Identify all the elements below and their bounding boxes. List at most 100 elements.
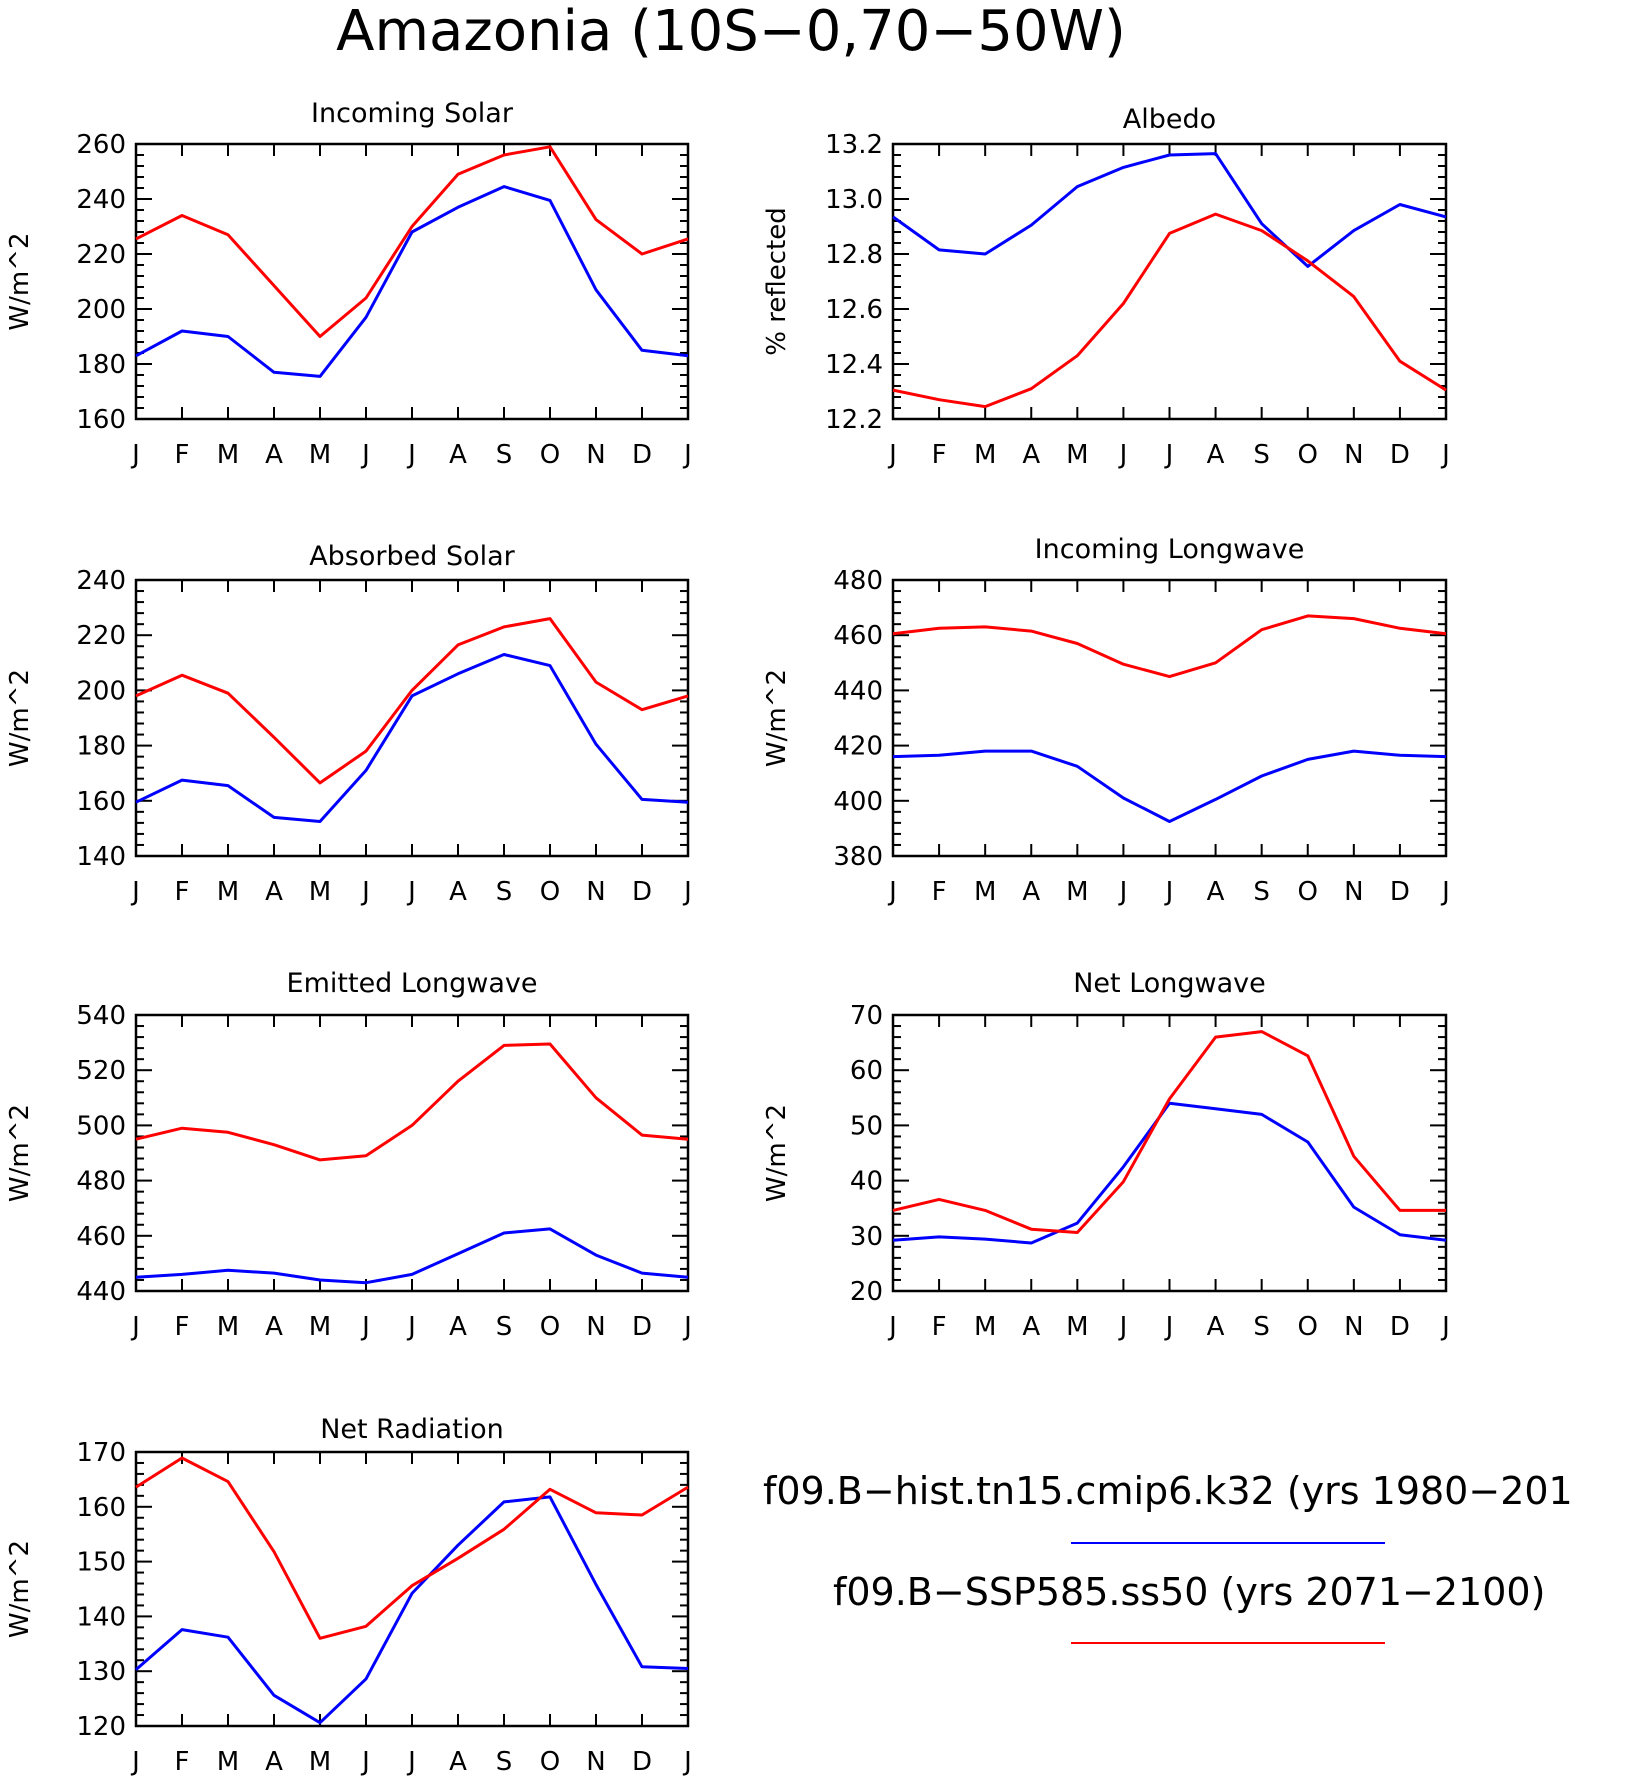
x-tick-label: S <box>1253 877 1270 907</box>
x-tick-label: O <box>1298 877 1318 907</box>
x-tick-label: O <box>1298 1312 1318 1342</box>
y-tick-label: 180 <box>76 350 126 380</box>
y-tick-label: 200 <box>76 676 126 706</box>
x-tick-label: A <box>265 877 283 907</box>
panel-title: Emitted Longwave <box>287 968 538 999</box>
y-tick-label: 50 <box>850 1111 883 1141</box>
series-line-future <box>892 212 1447 409</box>
x-tick-label: N <box>586 1747 605 1777</box>
panel-title: Absorbed Solar <box>309 541 515 572</box>
y-tick-label: 12.6 <box>825 295 883 325</box>
y-tick-label: 12.8 <box>825 240 883 270</box>
y-axis-label: W/m^2 <box>5 669 35 767</box>
x-tick-label: F <box>175 877 190 907</box>
y-tick-label: 160 <box>76 405 126 435</box>
x-tick-label: M <box>1066 877 1088 907</box>
series-line-future <box>135 617 689 785</box>
y-tick-label: 160 <box>76 787 126 817</box>
y-tick-label: 140 <box>76 1602 126 1632</box>
x-tick-label: M <box>974 440 996 470</box>
panel-title: Albedo <box>1123 104 1216 135</box>
y-tick-label: 220 <box>76 621 126 651</box>
x-tick-label: J <box>1118 1312 1128 1342</box>
x-tick-label: J <box>887 877 897 907</box>
x-tick-label: N <box>586 1312 605 1342</box>
x-tick-label: J <box>1118 440 1128 470</box>
x-tick-label: S <box>496 440 513 470</box>
x-tick-label: F <box>932 1312 947 1342</box>
y-tick-label: 180 <box>76 732 126 762</box>
x-tick-label: J <box>406 877 416 907</box>
x-tick-label: S <box>496 877 513 907</box>
series-line-historical <box>892 152 1447 268</box>
plot-frame <box>134 1013 690 1293</box>
y-tick-label: 20 <box>850 1277 883 1307</box>
x-tick-label: O <box>540 440 560 470</box>
x-tick-label: O <box>1298 440 1318 470</box>
legend-label-future: f09.B−SSP585.ss50 (yrs 2071−2100) <box>833 1570 1545 1614</box>
panel-title: Incoming Longwave <box>1035 534 1305 565</box>
panel-title: Incoming Solar <box>311 98 514 129</box>
x-tick-label: O <box>540 1312 560 1342</box>
x-tick-label: F <box>932 877 947 907</box>
x-tick-label: J <box>130 1747 140 1777</box>
x-tick-label: M <box>974 1312 996 1342</box>
y-tick-label: 500 <box>76 1111 126 1141</box>
y-tick-label: 240 <box>76 185 126 215</box>
x-tick-label: D <box>632 1747 652 1777</box>
x-tick-label: S <box>496 1312 513 1342</box>
x-tick-label: D <box>632 877 652 907</box>
x-tick-label: J <box>1440 1312 1450 1342</box>
x-tick-label: D <box>1390 1312 1410 1342</box>
legend: f09.B−hist.tn15.cmip6.k32 (yrs 1980−201 … <box>763 1469 1573 1644</box>
x-tick-label: F <box>175 440 190 470</box>
x-tick-label: J <box>130 877 140 907</box>
x-tick-label: A <box>1022 877 1040 907</box>
y-axis-label: W/m^2 <box>762 1104 792 1202</box>
x-tick-label: A <box>265 1747 283 1777</box>
y-axis-label: W/m^2 <box>762 669 792 767</box>
x-tick-label: A <box>449 1312 467 1342</box>
y-tick-label: 140 <box>76 842 126 872</box>
x-tick-label: J <box>682 877 692 907</box>
plot-frame <box>134 578 690 858</box>
x-tick-label: N <box>586 877 605 907</box>
x-tick-label: F <box>175 1312 190 1342</box>
plot-frame <box>891 142 1448 421</box>
x-tick-label: J <box>1440 440 1450 470</box>
x-tick-label: M <box>1066 1312 1088 1342</box>
series-line-future <box>892 614 1447 679</box>
y-tick-label: 160 <box>76 1493 126 1523</box>
series-line-future <box>135 1042 689 1162</box>
series-line-historical <box>892 1101 1447 1245</box>
x-tick-label: J <box>360 877 370 907</box>
y-tick-label: 400 <box>833 787 883 817</box>
panel-title: Net Radiation <box>320 1414 504 1445</box>
x-tick-label: A <box>1207 440 1225 470</box>
series-line-future <box>135 145 689 338</box>
x-tick-label: M <box>217 877 239 907</box>
x-tick-label: A <box>1207 877 1225 907</box>
x-tick-label: J <box>406 1312 416 1342</box>
x-tick-label: J <box>1118 877 1128 907</box>
x-tick-label: N <box>586 440 605 470</box>
x-tick-label: J <box>682 440 692 470</box>
y-axis-label: W/m^2 <box>5 1104 35 1202</box>
x-tick-label: J <box>1440 877 1450 907</box>
y-tick-label: 460 <box>833 621 883 651</box>
x-tick-label: J <box>1164 877 1174 907</box>
y-tick-label: 130 <box>76 1657 126 1687</box>
x-tick-label: J <box>406 440 416 470</box>
y-tick-label: 200 <box>76 295 126 325</box>
y-tick-label: 520 <box>76 1056 126 1086</box>
x-tick-label: A <box>1022 440 1040 470</box>
series-line-historical <box>135 1495 689 1725</box>
x-tick-label: J <box>1164 440 1174 470</box>
series-line-historical <box>892 749 1447 823</box>
x-tick-label: A <box>449 1747 467 1777</box>
x-tick-label: M <box>217 440 239 470</box>
x-tick-label: S <box>1253 1312 1270 1342</box>
